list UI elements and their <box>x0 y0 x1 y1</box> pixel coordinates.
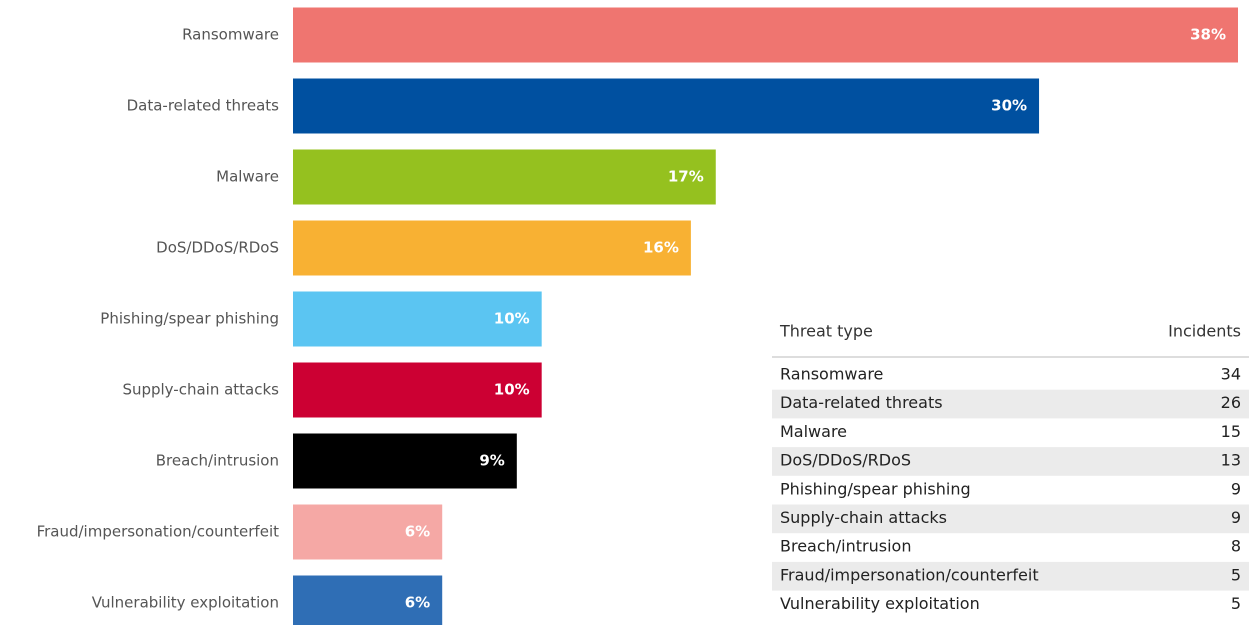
table-cell: Data-related threats <box>780 393 943 412</box>
value-label: 10% <box>494 381 530 399</box>
table-cell: 9 <box>1231 508 1241 527</box>
bar <box>293 78 1040 134</box>
table-cell: Supply-chain attacks <box>780 508 947 527</box>
row-shade <box>772 561 1249 591</box>
row-shade <box>772 504 1249 534</box>
table-cell: 13 <box>1221 451 1241 470</box>
value-label: 38% <box>1190 26 1226 44</box>
table-cell: 5 <box>1231 594 1241 613</box>
table-cell: Malware <box>780 422 847 441</box>
bar <box>293 291 542 347</box>
category-label: Fraud/impersonation/counterfeit <box>37 523 280 541</box>
table-cell: 8 <box>1231 537 1241 556</box>
table-cell: 9 <box>1231 479 1241 498</box>
value-label: 30% <box>991 97 1027 115</box>
bar <box>293 220 691 276</box>
table-cell: DoS/DDoS/RDoS <box>780 451 911 470</box>
bar <box>293 575 443 625</box>
table-cell: 26 <box>1221 393 1241 412</box>
value-label: 16% <box>643 239 679 257</box>
value-label: 6% <box>405 523 430 541</box>
table-cell: 15 <box>1221 422 1241 441</box>
table-cell: 34 <box>1221 365 1241 384</box>
bar <box>293 362 542 418</box>
table-header: Threat type <box>779 322 873 341</box>
value-label: 9% <box>479 452 504 470</box>
table-cell: 5 <box>1231 565 1241 584</box>
category-label: DoS/DDoS/RDoS <box>156 239 279 257</box>
value-label: 6% <box>405 594 430 612</box>
category-label: Phishing/spear phishing <box>100 310 279 328</box>
category-label: Malware <box>216 168 279 186</box>
bar <box>293 7 1238 63</box>
category-label: Data-related threats <box>127 97 280 115</box>
row-shade <box>772 447 1249 476</box>
value-label: 10% <box>494 310 530 328</box>
table-cell: Breach/intrusion <box>780 537 911 556</box>
bar <box>293 433 517 489</box>
bar <box>293 149 716 205</box>
category-label: Ransomware <box>182 26 279 44</box>
category-label: Supply-chain attacks <box>122 381 279 399</box>
value-label: 17% <box>668 168 704 186</box>
table-cell: Vulnerability exploitation <box>780 594 980 613</box>
table-cell: Phishing/spear phishing <box>780 479 971 498</box>
table-cell: Fraud/impersonation/counterfeit <box>780 565 1039 584</box>
category-label: Breach/intrusion <box>156 452 279 470</box>
table-cell: Ransomware <box>780 365 883 384</box>
category-label: Vulnerability exploitation <box>92 594 279 612</box>
row-shade <box>772 389 1249 419</box>
bar <box>293 504 443 560</box>
table-header: Incidents <box>1168 322 1241 341</box>
